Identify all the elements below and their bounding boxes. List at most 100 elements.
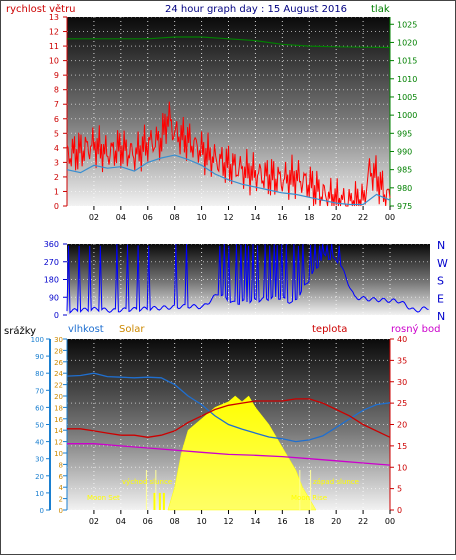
time-tick-label: 00 — [385, 213, 395, 222]
wind-speed-label: rychlost větru — [6, 3, 76, 15]
time-tick-label: 18 — [304, 213, 314, 222]
humidity-tick-label: 24 — [54, 370, 63, 378]
pressure-label: tlak — [371, 4, 390, 15]
rain-tick-label: 80 — [35, 370, 44, 378]
rain-tick-label: 60 — [35, 404, 44, 412]
temperature-line — [67, 398, 391, 438]
time-tick-label: 18 — [304, 517, 314, 526]
solar-spike — [153, 492, 156, 510]
rain-tick-label: 20 — [35, 473, 44, 481]
pressure-tick-label: 1025 — [397, 20, 417, 29]
time-tick-label: 12 — [223, 213, 233, 222]
wind-direction-line — [66, 243, 429, 314]
rain-tick-label: 50 — [35, 422, 44, 430]
time-tick-label: 08 — [170, 517, 180, 526]
sunset-annotation: západ slunce — [313, 478, 359, 486]
rain-tick-label: 70 — [35, 387, 44, 395]
time-tick-label: 02 — [89, 517, 99, 526]
pressure-axis-ticks: 975 980 985 990 995 1000 1005 1010 1015 1020 1025 — [390, 20, 417, 211]
wind-tick-label: 11 — [49, 42, 59, 51]
time-tick-label: 10 — [196, 213, 206, 222]
compass-label: S — [437, 275, 444, 288]
direction-tick-label: 360 — [44, 240, 59, 249]
temperature-label: teplota — [312, 324, 347, 335]
humidity-tick-label: 22 — [54, 382, 63, 390]
solar-area — [167, 395, 317, 511]
temp-tick-label: 10 — [397, 463, 407, 472]
temp-tick-label: 15 — [397, 442, 407, 451]
temp-time-axis: 02 04 06 08 10 12 14 16 18 20 22 00 — [89, 510, 395, 526]
humidity-tick-label: 20 — [54, 393, 63, 401]
pressure-tick-label: 985 — [397, 166, 412, 175]
rain-label: srážky — [4, 325, 36, 337]
humidity-tick-label: 18 — [54, 404, 63, 412]
time-tick-label: 16 — [277, 213, 287, 222]
compass-label: E — [437, 292, 444, 305]
pressure-tick-label: 1020 — [397, 38, 417, 47]
pressure-tick-label: 1015 — [397, 57, 417, 66]
humidity-line — [66, 372, 391, 443]
direction-series — [66, 243, 429, 314]
temp-tick-label: 40 — [397, 335, 407, 344]
humidity-label: vlhkost — [68, 324, 104, 335]
wind-tick-label: 1 — [54, 187, 59, 196]
dewpoint-label: rosný bod — [391, 323, 440, 335]
humidity-tick-label: 26 — [54, 359, 63, 367]
direction-tick-label: 270 — [44, 258, 59, 267]
pressure-tick-label: 980 — [397, 184, 412, 193]
rain-tick-label: 100 — [31, 336, 44, 344]
time-tick-label: 14 — [250, 213, 260, 222]
wind-speed-line — [66, 101, 391, 207]
wind-tick-label: 4 — [54, 144, 59, 153]
moonrise-annotation: Moon Rise — [291, 494, 327, 502]
humidity-tick-label: 28 — [54, 347, 63, 355]
time-tick-label: 22 — [358, 517, 368, 526]
rain-tick-label: 30 — [35, 456, 44, 464]
time-tick-label: 12 — [223, 517, 233, 526]
temp-humidity-grid — [67, 338, 391, 511]
direction-tick-label: 0 — [54, 311, 59, 320]
humidity-tick-label: 0 — [59, 507, 63, 515]
humidity-tick-label: 8 — [59, 461, 63, 469]
temp-humidity-series — [66, 372, 391, 511]
wind-tick-label: 13 — [49, 13, 59, 22]
wind-tick-label: 0 — [54, 202, 59, 211]
rain-tick-label: 10 — [35, 490, 44, 498]
time-tick-label: 22 — [358, 213, 368, 222]
wind-pressure-series — [66, 36, 391, 207]
pressure-tick-label: 1005 — [397, 93, 417, 102]
humidity-tick-label: 6 — [59, 473, 64, 481]
direction-tick-label: 90 — [49, 293, 59, 302]
wind-average-line — [66, 154, 391, 206]
humidity-tick-label: 14 — [54, 427, 63, 435]
time-tick-label: 14 — [250, 517, 260, 526]
wind-pressure-plot-area — [67, 17, 390, 206]
compass-label: W — [437, 257, 448, 270]
temp-tick-label: 0 — [397, 506, 402, 515]
rain-tick-label: 40 — [35, 439, 44, 447]
pressure-tick-label: 1000 — [397, 111, 417, 120]
chart-title: 24 hour graph day : 15 August 2016 — [165, 4, 347, 15]
time-tick-label: 10 — [196, 517, 206, 526]
time-tick-label: 20 — [331, 517, 341, 526]
time-tick-label: 04 — [116, 517, 126, 526]
time-tick-label: 00 — [385, 517, 395, 526]
pressure-tick-label: 975 — [397, 202, 412, 211]
temp-axis-ticks: 0 5 10 15 20 25 30 35 40 — [390, 335, 407, 515]
temp-tick-label: 35 — [397, 356, 407, 365]
time-tick-label: 06 — [143, 517, 153, 526]
solar-spike — [162, 492, 165, 510]
solar-spike — [158, 492, 161, 510]
time-tick-label: 08 — [170, 213, 180, 222]
temp-tick-label: 5 — [397, 485, 402, 494]
dewpoint-line — [67, 443, 391, 466]
humidity-tick-label: 16 — [54, 416, 63, 424]
direction-tick-label: 180 — [44, 276, 59, 285]
wind-tick-label: 9 — [54, 71, 59, 80]
moonset-annotation: Moon Set — [87, 494, 120, 502]
wind-time-axis: 02 04 06 08 10 12 14 16 18 20 22 00 — [89, 206, 395, 222]
